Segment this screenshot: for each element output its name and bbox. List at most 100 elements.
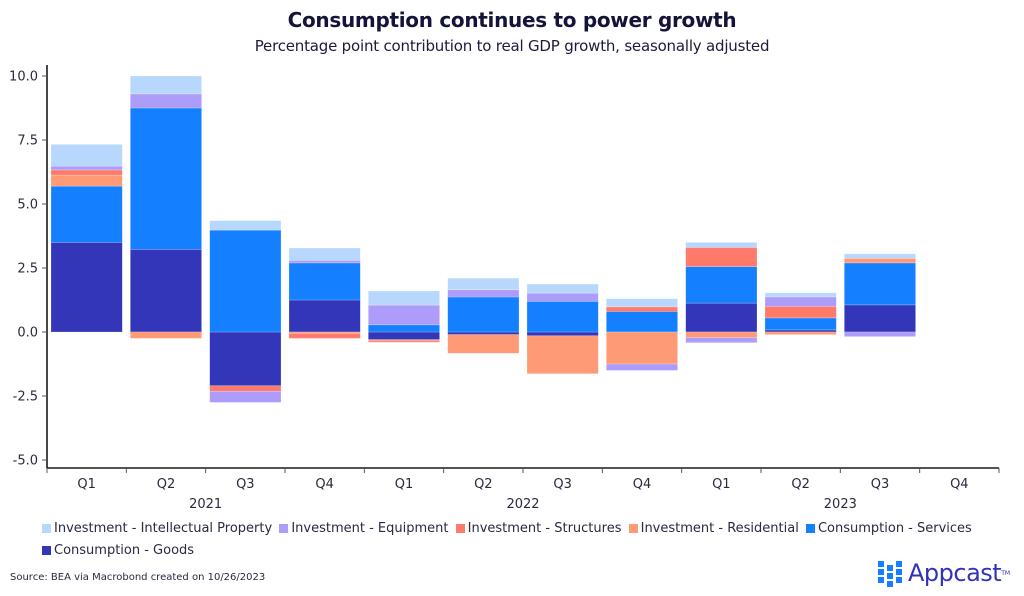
logo-text: Appcast — [908, 559, 1002, 587]
bar-segment-investment-equipment — [764, 296, 837, 307]
x-tick-label: Q4 — [950, 477, 969, 492]
bar-segment-consumption-services — [526, 300, 599, 333]
legend: Investment - Intellectual Property Inves… — [42, 518, 1002, 562]
legend-item-residential[interactable]: Investment - Residential — [628, 518, 799, 539]
bar-segment-investment-intellectual-property — [447, 277, 520, 291]
x-tick-label: Q1 — [712, 477, 731, 492]
bar-segment-investment-residential — [843, 257, 916, 264]
legend-label: Investment - Residential — [640, 521, 799, 536]
x-tick-label: Q4 — [315, 477, 334, 492]
bar-segment-consumption-goods — [130, 249, 202, 333]
bar-segment-investment-intellectual-property — [685, 242, 758, 248]
bar-segment-investment-structures — [764, 306, 837, 319]
labels-layer: 10.0 7.5 5.0 2.5 0.0 -2.5 -5.0 Q1 Q2 Q3 Q4 Q1 Q2 Q3 Q4… — [9, 70, 969, 511]
bar-segment-investment-structures — [50, 169, 123, 176]
appcast-logo: Appcast TM — [878, 559, 1011, 587]
y-tick-label: 7.5 — [17, 134, 38, 149]
bar-segment-investment-residential — [605, 331, 678, 365]
legend-item-structures[interactable]: Investment - Structures — [455, 518, 622, 539]
legend-swatch-icon — [42, 546, 51, 555]
x-tick-label: Q2 — [157, 477, 176, 492]
x-tick-label: Q2 — [474, 477, 493, 492]
bar-segment-investment-residential — [685, 331, 758, 338]
legend-label: Consumption - Services — [817, 521, 972, 536]
x-year-label: 2023 — [824, 497, 857, 510]
x-year-label: 2022 — [506, 497, 539, 510]
x-tick-label: Q3 — [871, 477, 890, 492]
bar-segment-investment-intellectual-property — [288, 247, 361, 261]
bar-segment-consumption-goods — [209, 331, 282, 387]
bar-segment-investment-structures — [288, 332, 361, 339]
y-tick-label: 10.0 — [9, 70, 38, 85]
bar-segment-investment-intellectual-property — [50, 144, 123, 167]
x-tick-label: Q2 — [791, 477, 810, 492]
y-tick-label: -2.5 — [13, 390, 38, 405]
bar-segment-consumption-services — [447, 296, 520, 333]
x-tick-label: Q3 — [553, 477, 572, 492]
bar-segment-consumption-services — [367, 324, 440, 333]
appcast-grid-icon — [878, 561, 904, 587]
y-tick-label: -5.0 — [13, 454, 38, 469]
legend-swatch-icon — [42, 524, 51, 533]
y-tick-label: 2.5 — [17, 262, 38, 277]
legend-label: Consumption - Goods — [54, 543, 195, 558]
chart-subtitle: Percentage point contribution to real GD… — [254, 37, 770, 55]
bar-segment-consumption-goods — [447, 331, 520, 335]
bar-segment-consumption-services — [130, 107, 202, 250]
bar-segment-investment-intellectual-property — [843, 253, 916, 259]
legend-label: Investment - Structures — [467, 521, 622, 536]
bar-segment-investment-residential — [447, 334, 520, 354]
x-tick-label: Q3 — [236, 477, 255, 492]
bar-segment-consumption-goods — [288, 299, 361, 333]
bar-segment-investment-structures — [605, 306, 678, 312]
bar-segment-investment-equipment — [209, 391, 282, 403]
axes-layer — [42, 65, 1000, 473]
bar-segment-consumption-services — [764, 317, 837, 331]
bar-segment-investment-structures — [367, 340, 440, 343]
legend-item-goods[interactable]: Consumption - Goods — [42, 540, 194, 561]
bar-segment-investment-equipment — [130, 93, 202, 109]
bar-segment-consumption-services — [209, 229, 282, 333]
logo-trademark: TM — [1001, 569, 1011, 577]
bar-segment-investment-structures — [209, 385, 282, 392]
legend-label: Investment - Intellectual Property — [54, 521, 273, 536]
bar-segment-investment-intellectual-property — [526, 283, 599, 294]
bar-segment-investment-intellectual-property — [130, 75, 202, 95]
bar-segment-investment-residential — [130, 331, 202, 339]
bar-segment-consumption-goods — [50, 242, 123, 333]
x-tick-label: Q4 — [633, 477, 652, 492]
bar-segment-investment-intellectual-property — [764, 292, 837, 298]
legend-swatch-icon — [805, 524, 815, 533]
bar-segment-investment-intellectual-property — [367, 290, 440, 306]
bar-segment-investment-equipment — [526, 292, 599, 302]
bar-segment-investment-intellectual-property — [605, 298, 678, 308]
legend-swatch-icon — [455, 524, 465, 533]
bar-segment-investment-equipment — [50, 165, 123, 171]
y-tick-label: 0.0 — [17, 326, 38, 341]
bar-segment-investment-residential — [50, 174, 123, 187]
stacked-bar-chart: 10.0 7.5 5.0 2.5 0.0 -2.5 -5.0 Q1 Q2 Q3 Q4 Q1 Q2 Q3 Q4… — [9, 65, 1000, 511]
bar-segment-consumption-services — [843, 262, 916, 306]
bars-layer — [50, 75, 916, 403]
bar-segment-consumption-services — [685, 266, 758, 304]
legend-item-services[interactable]: Consumption - Services — [805, 518, 972, 539]
bar-segment-investment-equipment — [843, 331, 916, 337]
bar-segment-consumption-services — [605, 311, 678, 333]
x-tick-label: Q1 — [395, 477, 414, 492]
x-tick-label: Q1 — [77, 477, 96, 492]
bar-segment-investment-residential — [764, 331, 837, 335]
legend-label: Investment - Equipment — [291, 521, 449, 536]
legend-item-equipment[interactable]: Investment - Equipment — [279, 518, 448, 539]
legend-swatch-icon — [279, 524, 289, 533]
legend-item-intellectual-property[interactable]: Investment - Intellectual Property — [42, 518, 272, 539]
bar-segment-investment-equipment — [685, 337, 758, 344]
bar-segment-investment-structures — [685, 247, 758, 268]
bar-segment-consumption-goods — [685, 302, 758, 333]
bar-segment-investment-residential — [526, 335, 599, 374]
bar-segment-consumption-goods — [367, 331, 440, 340]
bar-segment-investment-equipment — [447, 289, 520, 298]
bar-segment-consumption-goods — [526, 331, 599, 337]
bar-segment-investment-equipment — [288, 259, 361, 264]
bar-segment-consumption-services — [288, 262, 361, 301]
bar-segment-investment-equipment — [605, 363, 678, 371]
